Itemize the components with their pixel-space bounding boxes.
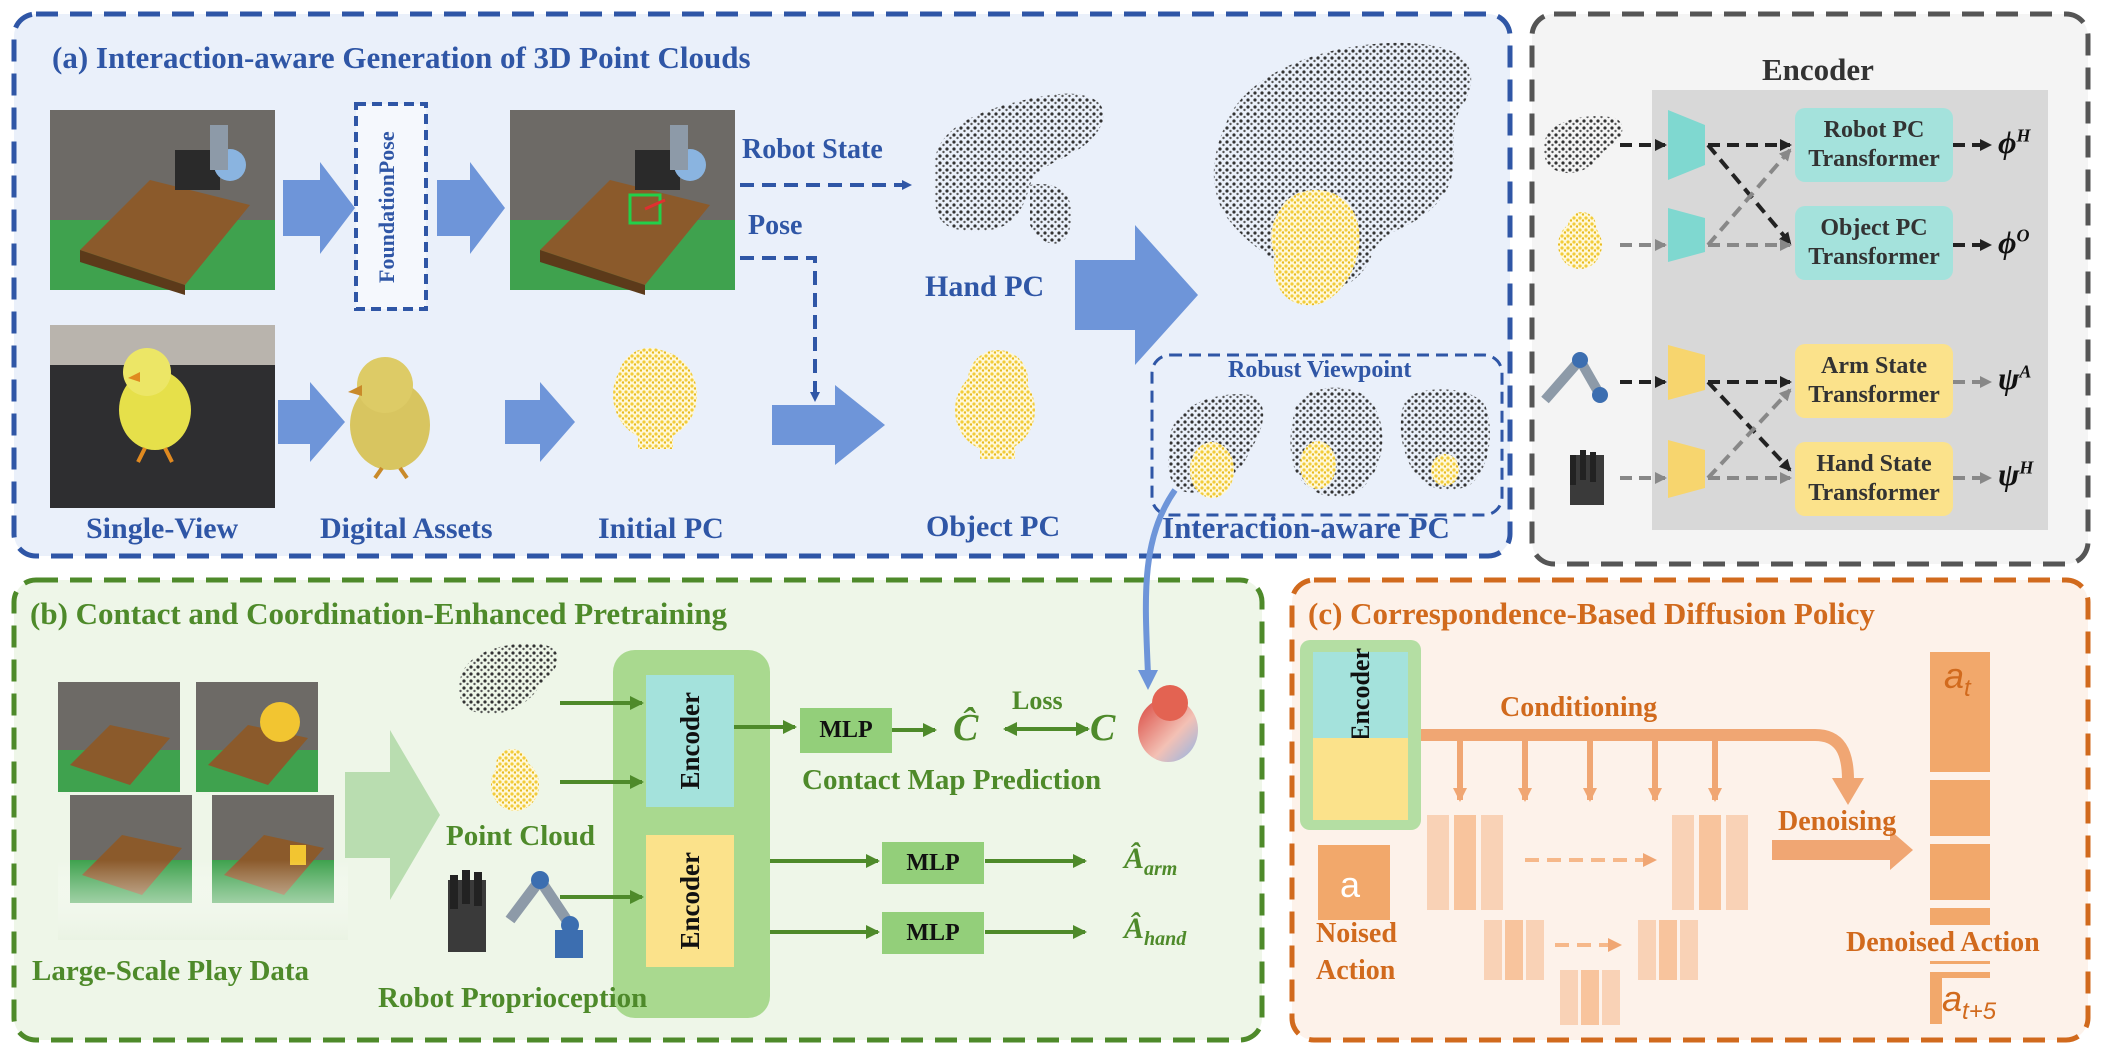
noised-label-line1: Noised bbox=[1316, 918, 1397, 949]
hand-pc-cloud bbox=[934, 93, 1104, 244]
play-data-label: Large-Scale Play Data bbox=[32, 955, 310, 987]
panel-a-title: (a) Interaction-aware Generation of 3D P… bbox=[52, 40, 751, 75]
arm-state-transformer: Arm State Transformer bbox=[1795, 344, 1953, 418]
mlp-contact: MLP bbox=[800, 708, 892, 753]
a-t5-symbol: at+5 bbox=[1942, 978, 1997, 1027]
robot-state-label: Robot State bbox=[742, 134, 883, 165]
panel-c-title: (c) Correspondence-Based Diffusion Polic… bbox=[1308, 596, 1875, 631]
unet-blocks bbox=[1427, 815, 1748, 1025]
output-phi-o: ϕO bbox=[1998, 224, 2030, 260]
panel-b-object-pc bbox=[491, 749, 539, 811]
robot-proprioception-label: Robot Proprioception bbox=[378, 982, 648, 1014]
a-hand-symbol: Âhand bbox=[1124, 912, 1187, 950]
a-t-symbol: at bbox=[1944, 655, 1971, 703]
robust-viewpoint-clouds bbox=[1168, 387, 1490, 498]
digital-assets-label: Digital Assets bbox=[320, 512, 493, 545]
contact-map-label: Contact Map Prediction bbox=[802, 764, 1102, 796]
panel-b-title: (b) Contact and Coordination-Enhanced Pr… bbox=[30, 596, 727, 631]
interaction-aware-pc-label: Interaction-aware PC bbox=[1162, 510, 1450, 545]
loss-label: Loss bbox=[1012, 686, 1063, 715]
panel-c-encoder-bottom bbox=[1313, 738, 1408, 820]
initial-pc-chick bbox=[613, 348, 697, 449]
output-psi-a: ψA bbox=[1998, 360, 2032, 396]
object-pc-label: Object PC bbox=[926, 510, 1061, 543]
initial-pc-label: Initial PC bbox=[598, 512, 724, 545]
robust-viewpoint-label: Robust Viewpoint bbox=[1228, 357, 1412, 383]
encoder-title: Encoder bbox=[1762, 52, 1874, 87]
a-arm-symbol: Âarm bbox=[1124, 842, 1178, 880]
contact-map-heat bbox=[1138, 685, 1198, 762]
denoising-label: Denoising bbox=[1778, 806, 1897, 837]
photo-single-view-chick bbox=[50, 325, 275, 508]
noised-token: a bbox=[1340, 864, 1361, 905]
hand-state-transformer: Hand State Transformer bbox=[1795, 442, 1953, 516]
interaction-pc-cloud bbox=[1213, 42, 1472, 306]
panel-b-robot bbox=[448, 870, 583, 958]
output-phi-h: ϕH bbox=[1998, 124, 2031, 160]
foundationpose-label: FoundationPose bbox=[374, 131, 399, 283]
photo-robot-scene-2 bbox=[510, 110, 735, 295]
panel-a-arrows bbox=[278, 162, 1198, 465]
panel-c-encoder-top: Encoder bbox=[1313, 648, 1408, 742]
noised-label-line2: Action bbox=[1316, 955, 1396, 986]
object-pc-transformer: Object PC Transformer bbox=[1795, 206, 1953, 280]
denoised-action-label: Denoised Action bbox=[1840, 925, 2046, 961]
single-view-label: Single-View bbox=[86, 512, 239, 545]
encoder-state-box: Encoder bbox=[646, 835, 734, 967]
c-hat-symbol: Ĉ bbox=[953, 707, 979, 749]
robot-pc-transformer: Robot PC Transformer bbox=[1795, 108, 1953, 182]
output-psi-h: ψH bbox=[1998, 456, 2034, 492]
encoder-pc-box: Encoder bbox=[646, 675, 734, 807]
panel-b-hand-pc bbox=[459, 643, 558, 715]
play-data-photos bbox=[58, 682, 348, 940]
hand-pc-label: Hand PC bbox=[925, 270, 1045, 303]
photo-robot-scene-1 bbox=[50, 110, 275, 295]
point-cloud-label: Point Cloud bbox=[446, 820, 596, 852]
encoder-inputs bbox=[1541, 116, 1623, 505]
pose-label: Pose bbox=[748, 210, 803, 241]
conditioning-label: Conditioning bbox=[1500, 692, 1658, 723]
mlp-arm: MLP bbox=[882, 842, 984, 884]
c-symbol: C bbox=[1090, 707, 1116, 749]
object-pc-chick bbox=[955, 350, 1035, 459]
mlp-hand: MLP bbox=[882, 912, 984, 954]
digital-asset-chick bbox=[348, 357, 430, 480]
